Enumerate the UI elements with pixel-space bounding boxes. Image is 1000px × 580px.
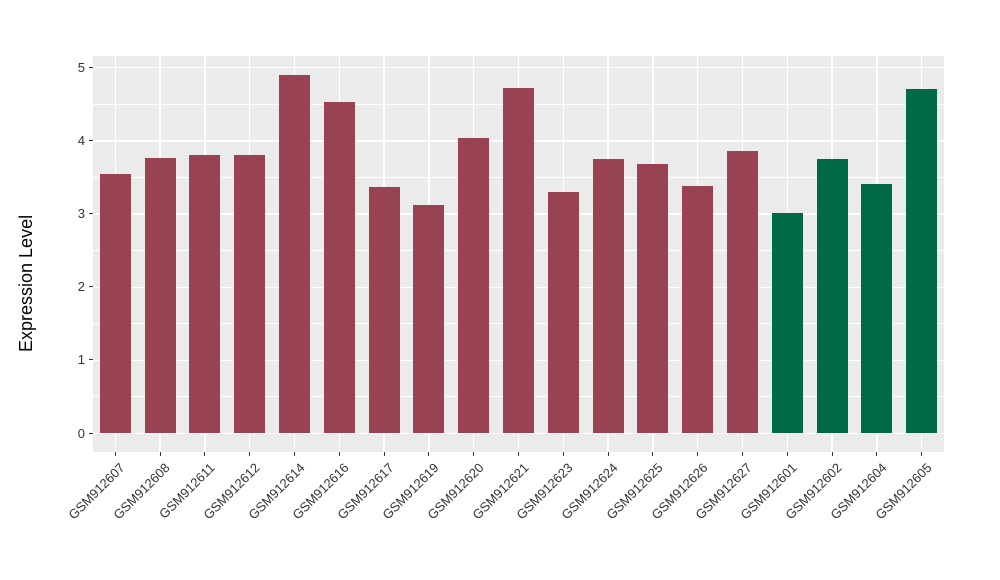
- y-tick-label-4: 4: [77, 132, 85, 148]
- bar-GSM912605: [906, 88, 938, 433]
- x-tick-mark-GSM912614: [294, 452, 296, 456]
- x-tick-mark-GSM912616: [338, 452, 340, 456]
- bar-GSM912625: [637, 163, 669, 433]
- bar-GSM912602: [816, 159, 848, 433]
- y-tick-label-0: 0: [77, 425, 85, 441]
- y-tick-label-3: 3: [77, 205, 85, 221]
- plot-panel: [93, 56, 944, 452]
- x-tick-mark-GSM912612: [249, 452, 251, 456]
- x-tick-mark-GSM912621: [518, 452, 519, 456]
- bar-GSM912626: [682, 185, 714, 433]
- bar-GSM912620: [458, 138, 490, 433]
- y-tick-label-5: 5: [77, 59, 85, 75]
- x-tick-mark-GSM912617: [383, 452, 385, 456]
- bar-GSM912621: [503, 88, 534, 433]
- x-tick-mark-GSM912604: [876, 452, 878, 456]
- x-tick-label-GSM912605: GSM912605: [871, 460, 935, 523]
- x-tick-mark-GSM912602: [831, 452, 833, 456]
- bar-GSM912614: [279, 75, 311, 433]
- y-tick-mark-0: [89, 432, 93, 434]
- x-tick-mark-GSM912626: [697, 452, 699, 456]
- bar-GSM912627: [726, 151, 758, 433]
- x-tick-mark-GSM912605: [921, 452, 923, 456]
- bar-GSM912607: [99, 173, 131, 433]
- bar-GSM912623: [547, 192, 579, 433]
- y-tick-mark-3: [89, 212, 93, 214]
- y-tick-mark-2: [89, 286, 93, 288]
- bar-GSM912617: [368, 187, 400, 433]
- bar-GSM912601: [771, 213, 803, 433]
- x-tick-mark-GSM912623: [562, 452, 564, 456]
- bar-GSM912604: [861, 184, 893, 433]
- x-tick-mark-GSM912619: [428, 452, 430, 456]
- y-tick-mark-1: [89, 359, 93, 361]
- x-tick-mark-GSM912608: [159, 452, 161, 456]
- y-tick-mark-5: [89, 66, 93, 68]
- x-tick-mark-GSM912627: [741, 452, 743, 456]
- y-tick-label-1: 1: [77, 352, 85, 368]
- x-tick-mark-GSM912620: [473, 452, 475, 456]
- x-tick-mark-GSM912625: [652, 452, 654, 456]
- bar-GSM912612: [234, 154, 266, 433]
- bar-GSM912619: [413, 205, 445, 433]
- x-tick-mark-GSM912624: [607, 452, 609, 456]
- bar-GSM912608: [144, 157, 176, 433]
- bar-GSM912624: [592, 159, 624, 433]
- bar-GSM912616: [323, 102, 355, 433]
- y-axis-title: Expression Level: [16, 214, 36, 352]
- y-tick-mark-4: [89, 139, 93, 141]
- x-tick-mark-GSM912611: [204, 452, 206, 456]
- x-tick-mark-GSM912601: [786, 452, 788, 456]
- bar-GSM912611: [189, 154, 221, 433]
- y-tick-label-2: 2: [77, 279, 85, 295]
- x-tick-mark-GSM912607: [114, 452, 116, 456]
